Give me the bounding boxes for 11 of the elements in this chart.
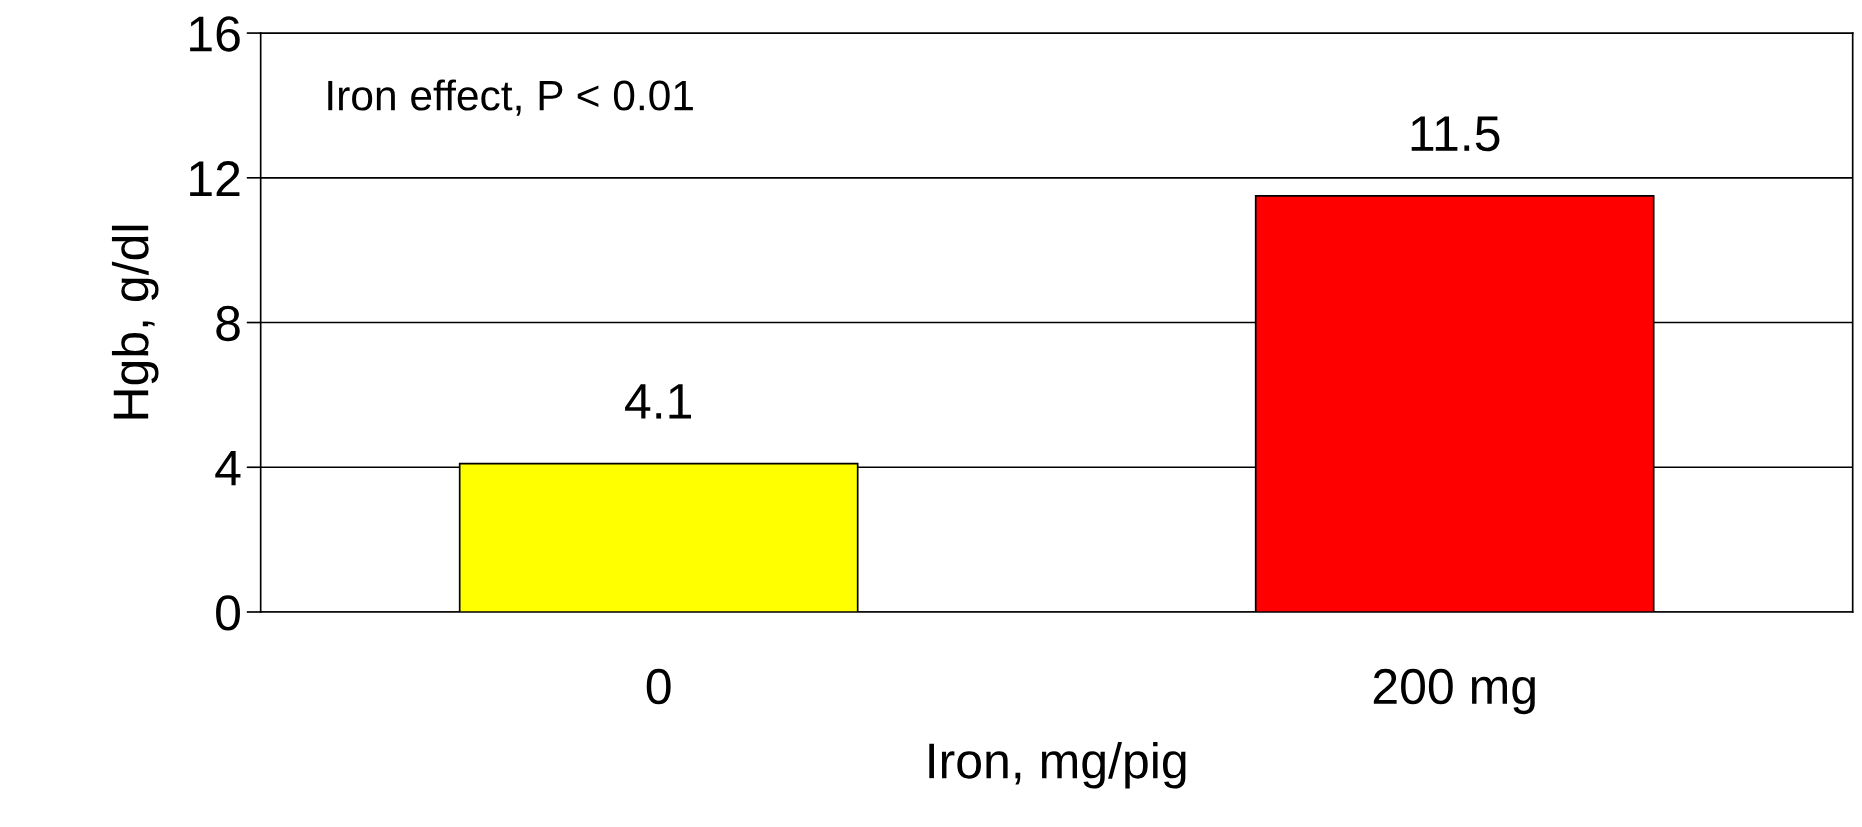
x-tick-label: 200 mg	[1373, 668, 1535, 715]
annotation: Iron effect, P < 0.01	[328, 79, 693, 116]
y-tick-label: 12	[190, 161, 240, 196]
y-tick-label: 8	[216, 305, 240, 342]
y-tick-label: 4	[215, 450, 241, 486]
data-label: 4.1	[625, 384, 691, 419]
y-tick-label: 16	[190, 16, 240, 52]
y-tick-label: 0	[216, 595, 240, 631]
y-axis-title: Hgb, g/dl	[111, 225, 159, 419]
data-label: 11.5	[1411, 116, 1500, 152]
x-axis-title: Iron, mg/pig	[929, 741, 1186, 789]
